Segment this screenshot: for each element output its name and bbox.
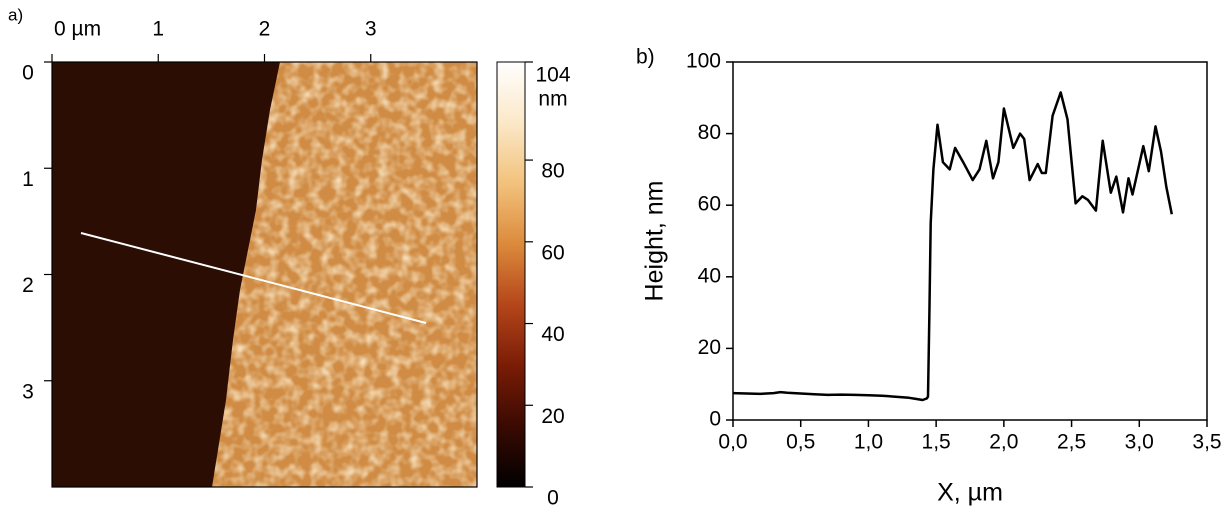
y-tick-label: 0 <box>22 62 34 85</box>
y-axis-label: Height, nm <box>641 181 669 302</box>
y-tick-label: 40 <box>698 264 721 287</box>
colorbar-tick-label: 40 <box>541 323 564 346</box>
profile-line <box>732 91 1174 402</box>
y-tick-label: 1 <box>22 168 34 191</box>
y-tick-label: 20 <box>698 336 721 359</box>
x-tick-label: 3,0 <box>1125 431 1154 454</box>
colorbar-tick-label: 104 <box>535 64 570 87</box>
colorbar-tick-label: 60 <box>541 241 564 264</box>
colorbar-unit: nm <box>538 88 567 111</box>
x-tick-label: 3,5 <box>1192 431 1221 454</box>
y-tick-label: 0 <box>709 408 721 431</box>
y-tick-label: 80 <box>698 121 721 144</box>
y-tick-label: 60 <box>698 193 721 216</box>
x-tick-label: 2,5 <box>1057 431 1086 454</box>
x-tick-label: 3 <box>365 18 377 41</box>
profile-line <box>80 232 427 324</box>
panel-label: b) <box>636 46 655 69</box>
x-tick-label: 2 <box>259 18 271 41</box>
x-tick-label: 1,5 <box>922 431 951 454</box>
x-tick-label: 0,0 <box>718 431 747 454</box>
x-tick-label: 1,0 <box>854 431 883 454</box>
x-tick-label: 0 µm <box>54 18 101 41</box>
colorbar-tick-label: 80 <box>541 160 564 183</box>
y-tick-label: 2 <box>22 274 34 297</box>
colorbar <box>496 61 526 488</box>
x-axis-label: X, µm <box>937 479 1003 507</box>
panel-label: a) <box>8 5 23 24</box>
y-tick-label: 3 <box>22 380 34 403</box>
x-tick-label: 2,0 <box>989 431 1018 454</box>
colorbar-tick-label: 0 <box>547 487 559 510</box>
colorbar-tick-label: 20 <box>541 405 564 428</box>
y-tick-label: 100 <box>686 50 721 73</box>
x-tick-label: 0,5 <box>786 431 815 454</box>
plot-frame <box>732 61 1208 421</box>
x-tick-label: 1 <box>152 18 164 41</box>
